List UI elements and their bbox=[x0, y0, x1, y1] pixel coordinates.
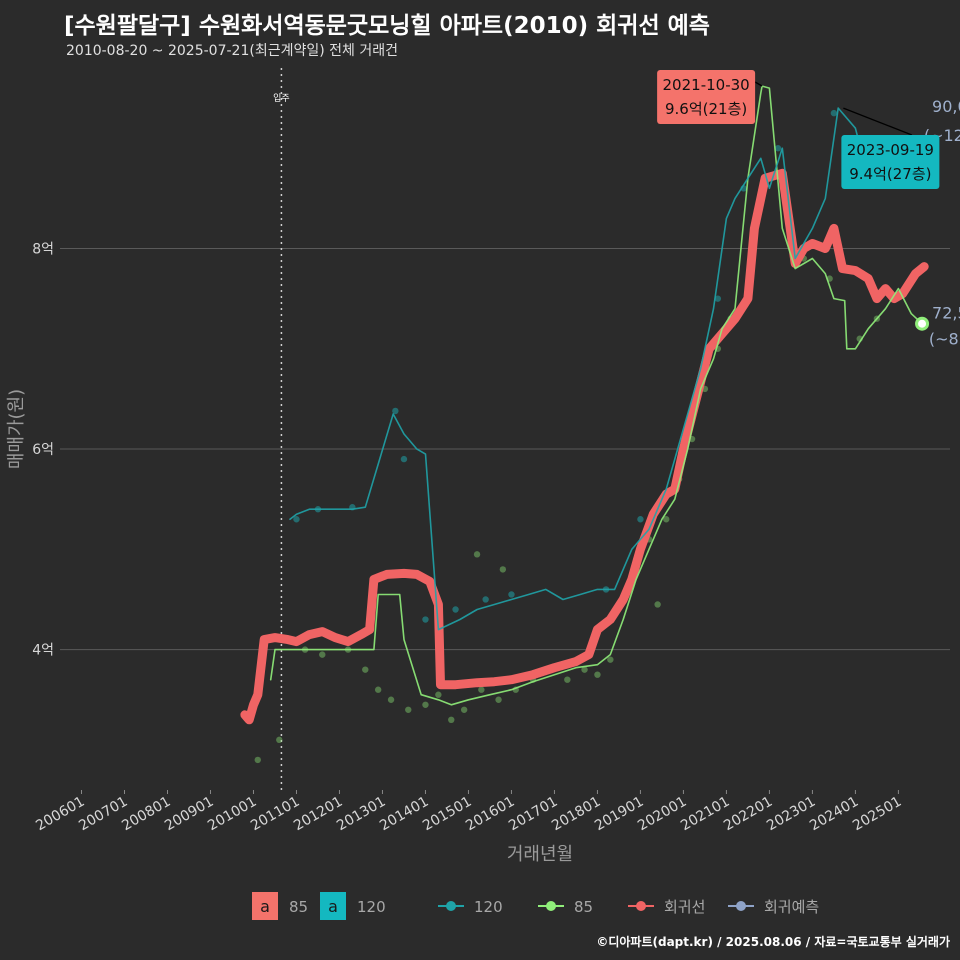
scatter-point-120 bbox=[830, 109, 838, 117]
scatter-point-120 bbox=[774, 145, 782, 152]
scatter-point-85 bbox=[405, 706, 412, 713]
scatter-point-85 bbox=[495, 696, 502, 703]
series-line-회귀선 bbox=[240, 168, 929, 725]
x-tick-label: 201201 bbox=[291, 794, 345, 835]
scatter-point-85 bbox=[460, 706, 468, 713]
series-line-85 bbox=[269, 85, 923, 706]
scatter-point-85 bbox=[564, 676, 571, 683]
annotation-leader bbox=[754, 81, 763, 87]
y-tick-label: 4억 bbox=[32, 643, 54, 659]
legend-label: 회귀선 bbox=[664, 898, 705, 916]
y-axis-title: 매매가(원) bbox=[6, 389, 27, 469]
legend-point-swatch bbox=[446, 901, 456, 911]
x-tick-label: 200901 bbox=[162, 794, 216, 835]
x-tick-label: 202101 bbox=[678, 794, 732, 835]
scatter-point-120 bbox=[400, 455, 408, 463]
annotations: 90,000(~120㎡)72,500(~85㎡)2021-10-309.6억(… bbox=[657, 70, 960, 349]
legend-key-box bbox=[252, 892, 278, 920]
end-marker-series85 bbox=[915, 316, 930, 331]
scatter-point-120 bbox=[508, 591, 515, 598]
x-tick-label: 202401 bbox=[807, 794, 861, 835]
scatter-point-85 bbox=[276, 736, 283, 744]
x-axis-title: 거래년월 bbox=[507, 844, 573, 865]
annotation-value: 9.6억(21층) bbox=[665, 100, 747, 118]
scatter-point-120 bbox=[452, 606, 459, 613]
scatter-point-85 bbox=[499, 566, 507, 573]
x-tick-label: 201901 bbox=[592, 794, 646, 835]
end-label-area: (~85㎡) bbox=[929, 330, 960, 349]
scatter-point-120 bbox=[422, 616, 429, 623]
gridlines bbox=[60, 68, 950, 790]
y-tick-label: 8억 bbox=[32, 242, 54, 258]
scatter-point-85 bbox=[478, 686, 485, 693]
scatter-point-120 bbox=[293, 516, 300, 523]
x-tick-label: 202501 bbox=[850, 794, 904, 835]
scatter-point-85 bbox=[607, 656, 614, 663]
x-tick-label: 202301 bbox=[764, 794, 818, 835]
scatter-point-120 bbox=[714, 295, 722, 302]
scatter-point-85 bbox=[362, 666, 369, 673]
annotation-box bbox=[841, 135, 940, 189]
credit-text: ©디아파트(dapt.kr) / 2025.08.06 / 자료=국토교통부 실… bbox=[596, 935, 950, 949]
scatter-point-85 bbox=[448, 716, 455, 724]
scatter-point-120 bbox=[392, 407, 399, 415]
annotation-leader bbox=[843, 107, 913, 136]
end-label-price: 72,500 bbox=[932, 304, 960, 323]
x-tick-label: 202001 bbox=[635, 794, 689, 835]
legend-key-box bbox=[320, 892, 346, 920]
x-tick-label: 201601 bbox=[463, 794, 517, 835]
legend-label: 120 bbox=[357, 898, 386, 916]
scatter-point-120 bbox=[637, 516, 644, 523]
scatter-point-85 bbox=[422, 701, 429, 708]
scatter-point-85 bbox=[594, 671, 601, 678]
legend: a 85 a 120 120 85 회귀선 회귀예측 bbox=[252, 892, 819, 920]
legend-label: 120 bbox=[474, 898, 503, 916]
x-tick-label: 201701 bbox=[506, 794, 560, 835]
scatter-point-85 bbox=[473, 551, 481, 558]
legend-key-glyph: a bbox=[260, 897, 270, 916]
y-tick-label: 6억 bbox=[32, 442, 54, 458]
legend-key-glyph: a bbox=[328, 897, 338, 916]
chart-title: [수원팔달구] 수원화서역동문굿모닝힐 아파트(2010) 회귀선 예측 bbox=[64, 13, 710, 39]
x-tick-label: 201001 bbox=[205, 794, 259, 835]
legend-point-swatch bbox=[636, 901, 646, 911]
x-tick-label: 200801 bbox=[119, 794, 173, 835]
x-tick-label: 201301 bbox=[334, 794, 388, 835]
x-tick-label: 201501 bbox=[420, 794, 474, 835]
end-label-price: 90,000 bbox=[932, 97, 960, 116]
x-tick-label: 202201 bbox=[721, 794, 775, 835]
legend-point-swatch bbox=[736, 901, 746, 911]
legend-point-swatch bbox=[546, 901, 556, 911]
annotation-date: 2021-10-30 bbox=[663, 76, 750, 94]
scatter-point-85 bbox=[663, 516, 670, 523]
scatter-point-85 bbox=[254, 756, 261, 764]
annotation-date: 2023-09-19 bbox=[847, 141, 934, 159]
annotation-value: 9.4억(27층) bbox=[849, 165, 931, 183]
chart-subtitle: 2010-08-20 ~ 2025-07-21(최근계약일) 전체 거래건 bbox=[66, 43, 398, 59]
x-tick-label: 201801 bbox=[549, 794, 603, 835]
scatter-point-85 bbox=[654, 601, 661, 608]
scatter-point-85 bbox=[319, 651, 326, 658]
scatter-point-120 bbox=[482, 596, 489, 603]
scatter-point-85 bbox=[435, 691, 442, 698]
x-tick-label: 201101 bbox=[248, 794, 302, 835]
scatter-point-85 bbox=[374, 686, 382, 693]
x-tick-label: 201401 bbox=[377, 794, 431, 835]
axes: 4억 6억 8억 2006012007012008012009012010012011… bbox=[6, 92, 904, 865]
scatter-point-85 bbox=[387, 696, 395, 703]
x-tick-label: 200601 bbox=[33, 794, 87, 835]
series-lines bbox=[240, 85, 929, 725]
legend-label: 회귀예측 bbox=[764, 898, 819, 916]
annotation-box bbox=[657, 70, 756, 124]
move-in-label: 입주 bbox=[273, 92, 290, 104]
series-line-120 bbox=[289, 107, 923, 631]
legend-label: 85 bbox=[574, 898, 593, 916]
x-tick-label: 200701 bbox=[76, 794, 130, 835]
legend-label: 85 bbox=[289, 898, 308, 916]
scatter-point-85 bbox=[581, 666, 588, 673]
